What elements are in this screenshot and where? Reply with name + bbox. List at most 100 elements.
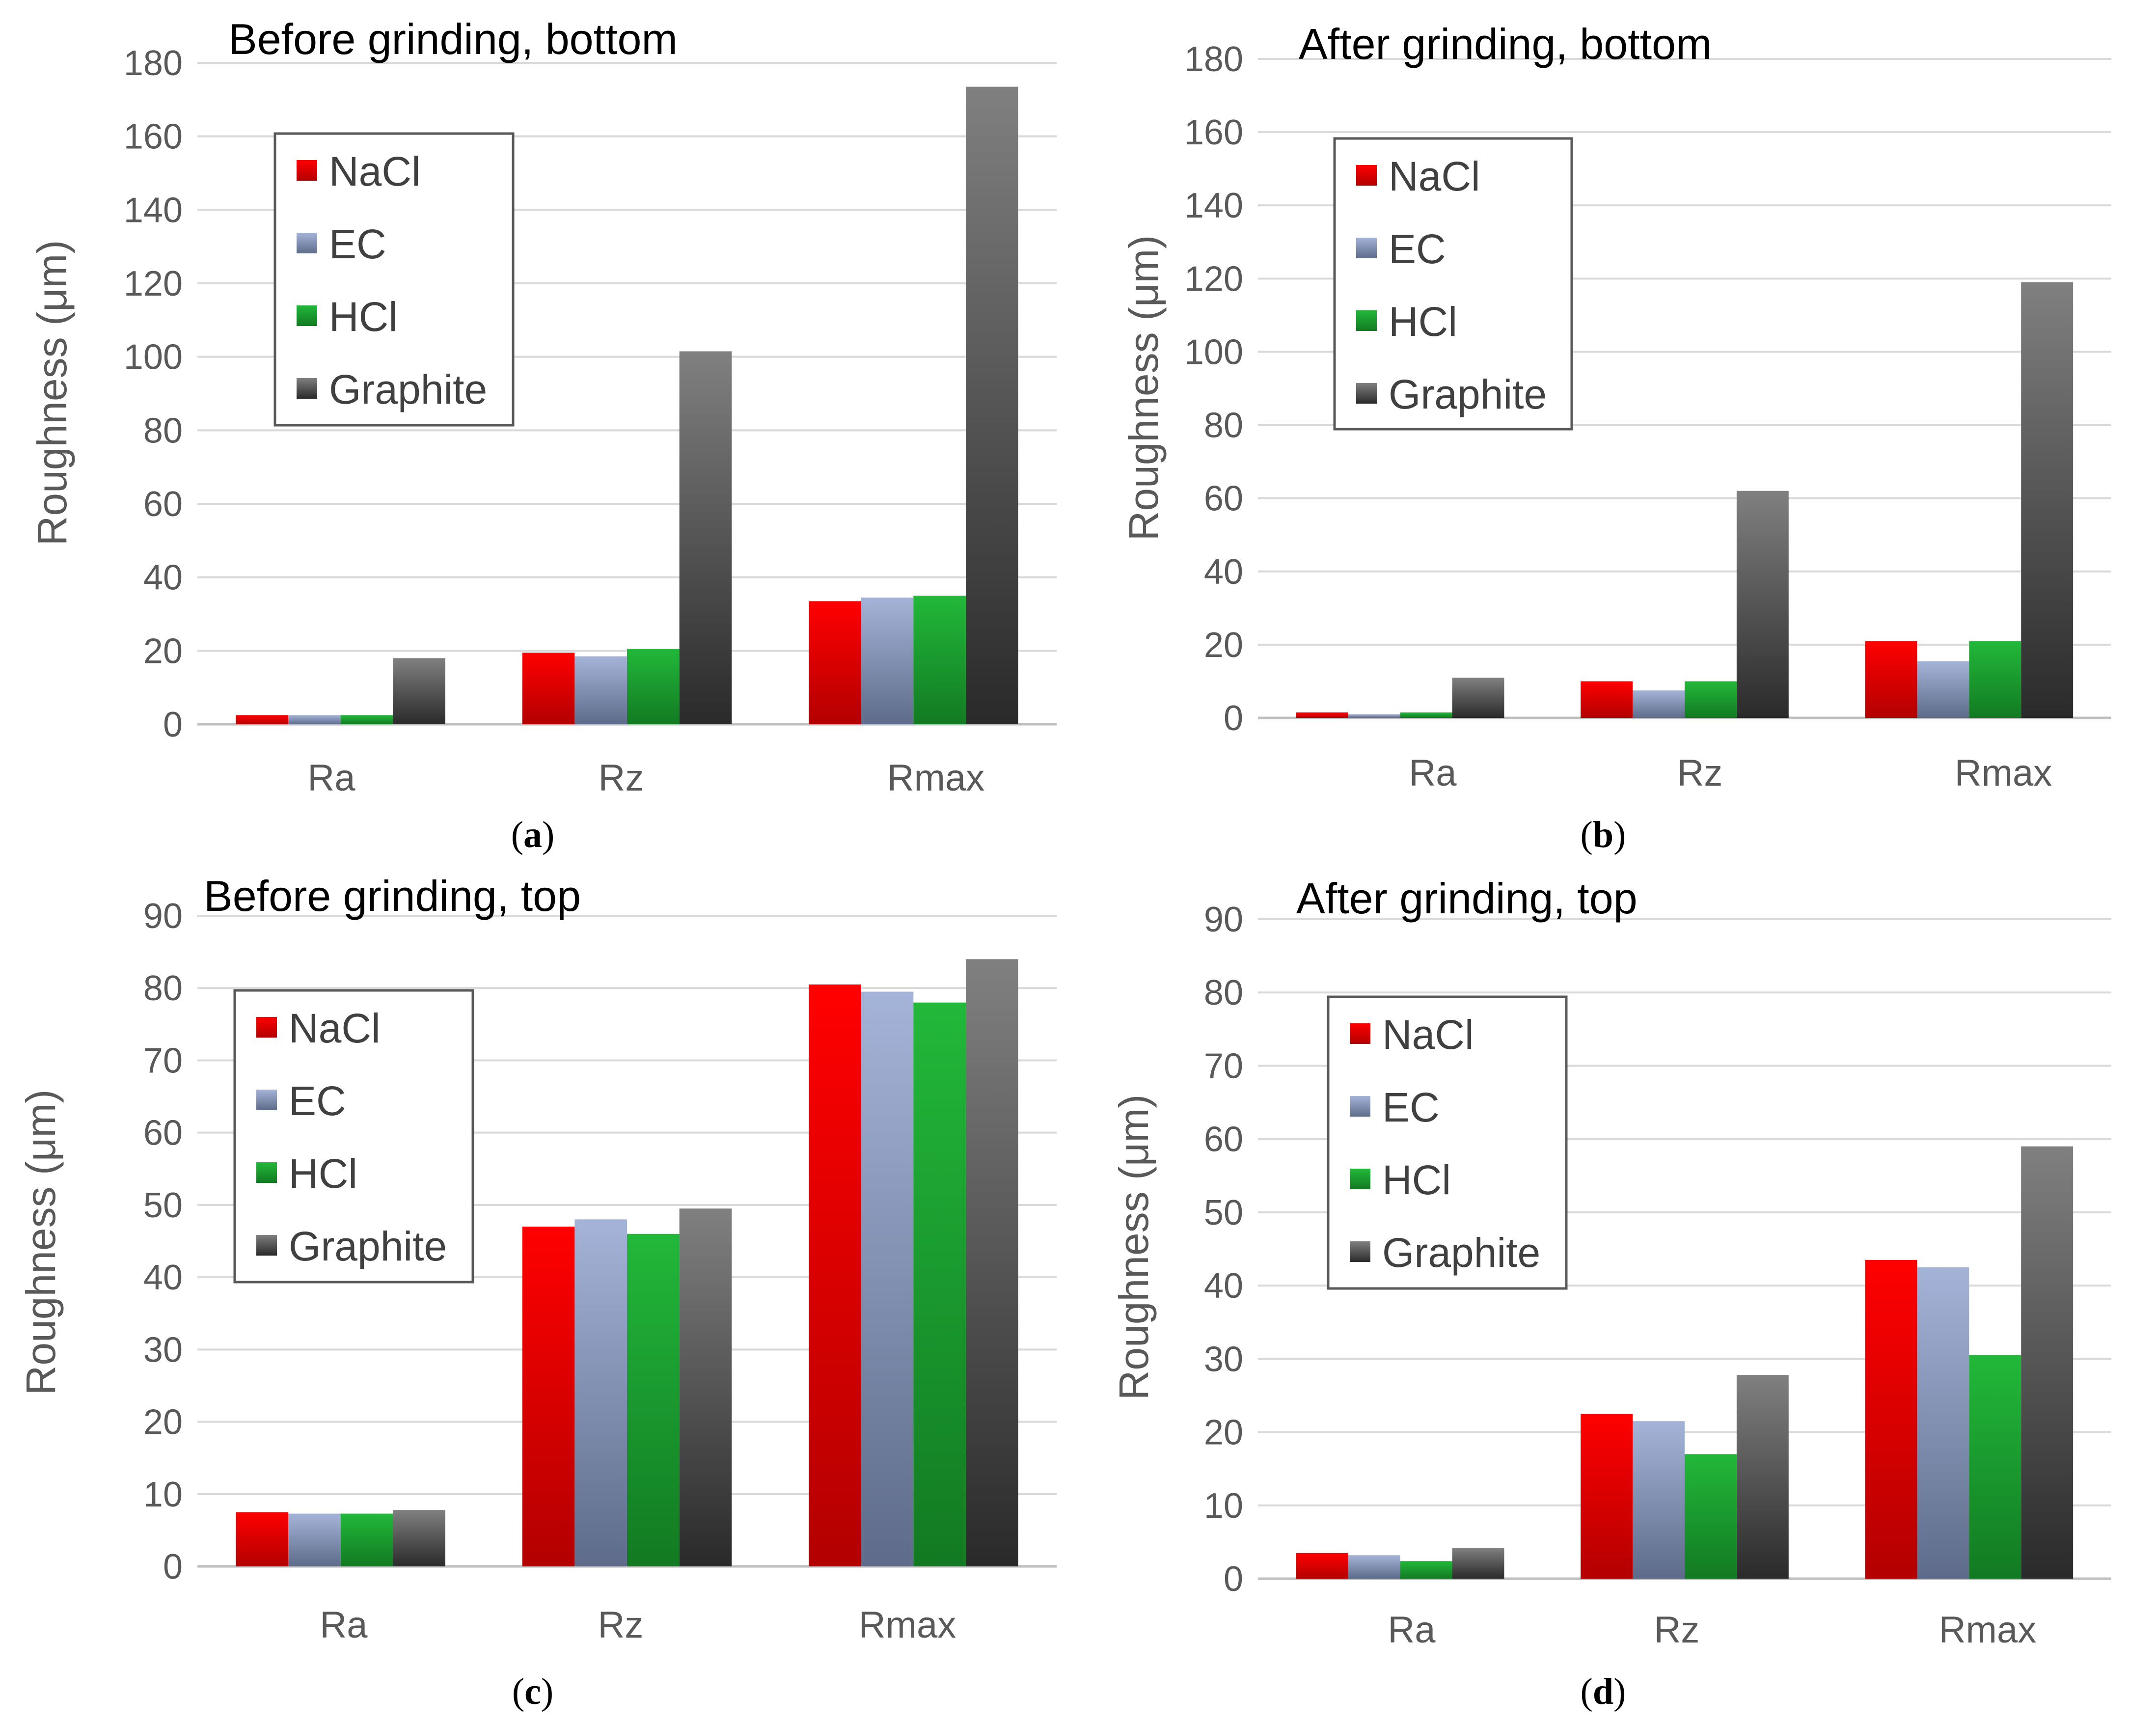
bar-graphite-rz (1736, 491, 1789, 718)
legend-label-hcl: HCl (1389, 299, 1457, 345)
legend-swatch-ec (1356, 238, 1377, 258)
bar-ec-ra (1348, 714, 1400, 718)
legend-label-nacl: NaCl (289, 1005, 381, 1051)
y-tick-label: 60 (143, 485, 183, 524)
bar-hcl-rmax (1969, 1355, 2021, 1579)
y-tick-label: 90 (1204, 900, 1243, 939)
y-tick-label: 120 (1184, 259, 1243, 299)
bar-graphite-ra (1452, 677, 1504, 718)
legend-label-ec: EC (1389, 226, 1446, 272)
bar-nacl-rmax (1865, 1260, 1917, 1579)
y-tick-label: 0 (163, 1547, 183, 1587)
bar-ec-ra (288, 715, 341, 724)
legend-box (273, 132, 515, 427)
y-tick-label: 10 (1204, 1486, 1243, 1526)
bar-hcl-ra (340, 1513, 393, 1566)
y-tick-label: 180 (1184, 40, 1243, 79)
bar-graphite-rmax (2021, 1146, 2074, 1579)
bar-nacl-rmax (809, 601, 861, 724)
bar-graphite-ra (393, 1510, 445, 1566)
y-tick-label: 20 (143, 1403, 183, 1442)
legend-swatch-nacl (1356, 165, 1377, 186)
legend: NaCl EC HCl Graphite (1333, 137, 1573, 431)
bar-ec-ra (1348, 1555, 1400, 1579)
legend-label-ec: EC (329, 221, 386, 267)
bar-ec-rz (1633, 690, 1685, 718)
y-tick-label: 60 (1204, 479, 1243, 519)
y-tick-label: 80 (143, 969, 183, 1008)
legend-swatch-nacl (297, 160, 317, 181)
legend-label-graphite: Graphite (1389, 371, 1547, 417)
y-tick-label: 70 (143, 1041, 183, 1080)
bar-graphite-rz (679, 1208, 732, 1566)
y-tick-label: 20 (1204, 626, 1243, 665)
bar-nacl-rz (1581, 1414, 1633, 1579)
y-axis-label: Roughness (μm) (1111, 1095, 1157, 1400)
y-tick-label: 40 (1204, 1266, 1243, 1306)
bar-nacl-rz (522, 653, 575, 724)
legend-label-nacl: NaCl (329, 148, 421, 194)
chart-title: After grinding, top (1296, 874, 1637, 923)
legend-label-hcl: HCl (1382, 1157, 1451, 1203)
panel-caption: (a) (511, 814, 555, 855)
bar-ec-rmax (1917, 1267, 1969, 1579)
bar-graphite-ra (1452, 1548, 1504, 1579)
bar-hcl-rmax (1969, 641, 2021, 718)
bar-ec-rz (574, 1219, 627, 1566)
y-axis-label: Roughness (μm) (29, 240, 75, 546)
y-tick-label: 40 (143, 558, 183, 598)
bar-ec-ra (288, 1513, 341, 1566)
legend-label-graphite: Graphite (329, 366, 487, 412)
y-tick-label: 180 (124, 44, 183, 83)
legend-label-nacl: NaCl (1382, 1012, 1474, 1058)
y-tick-label: 80 (1204, 406, 1243, 445)
bar-ec-rz (1633, 1421, 1685, 1579)
category-label-rz: Rz (1654, 1609, 1700, 1651)
category-label-ra: Ra (1409, 752, 1457, 794)
bar-hcl-ra (340, 715, 393, 724)
chart-title: Before grinding, bottom (228, 15, 678, 63)
legend-swatch-ec (1350, 1096, 1370, 1117)
bar-hcl-rz (1685, 1454, 1737, 1579)
bar-hcl-rmax (913, 596, 966, 724)
legend-swatch-graphite (256, 1235, 277, 1256)
category-label-rmax: Rmax (1939, 1609, 2036, 1651)
bar-hcl-ra (1400, 712, 1452, 718)
legend-swatch-hcl (1356, 310, 1377, 331)
bar-ec-rmax (1917, 661, 1969, 718)
y-axis-label: Roughness (μm) (1120, 235, 1167, 541)
legend-swatch-hcl (297, 305, 317, 326)
legend-swatch-ec (256, 1090, 277, 1110)
panel-a: 0 20 40 60 80 100 120 140 160 180 Before grinding… (29, 15, 1057, 855)
category-label-rmax: Rmax (859, 1604, 956, 1646)
y-tick-label: 160 (124, 117, 183, 157)
legend-swatch-nacl (256, 1017, 277, 1038)
y-tick-label: 80 (143, 411, 183, 450)
bar-nacl-rz (1581, 681, 1633, 718)
legend-swatch-hcl (1350, 1169, 1370, 1189)
legend-label-graphite: Graphite (289, 1223, 447, 1269)
caption-letter: c (524, 1671, 541, 1712)
legend-label-hcl: HCl (329, 294, 398, 340)
y-tick-label: 20 (1204, 1413, 1243, 1452)
bar-nacl-rmax (1865, 641, 1917, 718)
legend-swatch-hcl (256, 1162, 277, 1183)
bar-hcl-rz (627, 1233, 680, 1566)
bar-ec-rmax (861, 597, 914, 724)
y-tick-label: 40 (143, 1258, 183, 1297)
legend-box (1333, 137, 1573, 431)
y-tick-label: 30 (143, 1330, 183, 1369)
category-label-rmax: Rmax (1955, 752, 2052, 794)
y-tick-label: 80 (1204, 973, 1243, 1013)
y-tick-label: 10 (143, 1475, 183, 1514)
caption-letter: d (1593, 1671, 1613, 1712)
bar-nacl-rz (522, 1227, 575, 1566)
legend-swatch-ec (297, 233, 317, 253)
caption-letter: b (1593, 814, 1613, 855)
y-axis-label: Roughness (μm) (18, 1090, 64, 1396)
legend-label-hcl: HCl (289, 1150, 357, 1197)
bar-hcl-rmax (913, 1002, 966, 1566)
y-tick-label: 30 (1204, 1340, 1243, 1379)
